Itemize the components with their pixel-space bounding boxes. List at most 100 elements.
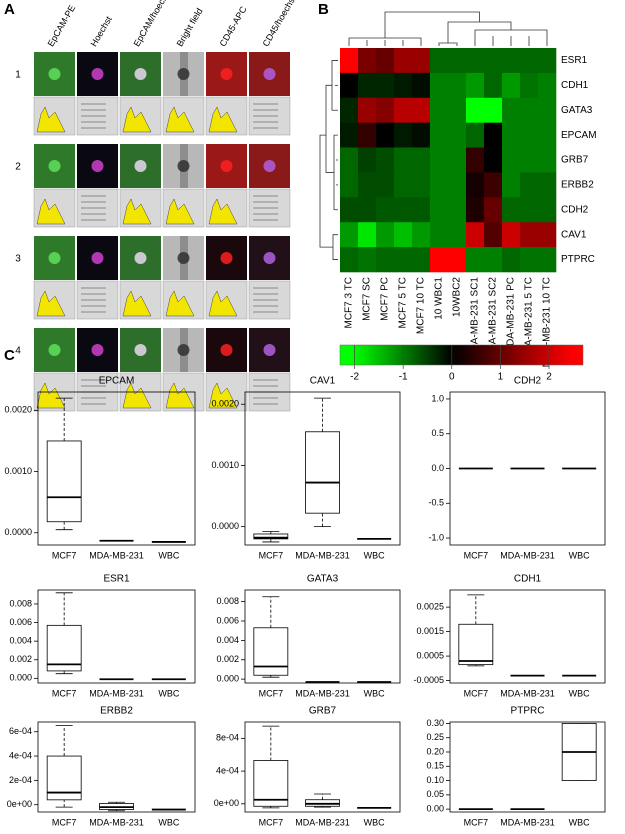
y-tick-label: 6e-04: [9, 726, 32, 736]
box: [253, 760, 289, 807]
heatmap-cell: [502, 48, 521, 74]
histogram: [122, 106, 152, 133]
plot-title: ESR1: [103, 574, 130, 585]
row-label: 1: [15, 70, 21, 81]
heatmap-cell: [430, 122, 449, 148]
heatmap-cell: [502, 122, 521, 148]
x-tick-label: WBC: [364, 817, 385, 827]
row-label: 4: [15, 346, 21, 357]
heatmap-cell: [340, 172, 359, 198]
heatmap-cell: [394, 97, 413, 123]
x-tick-label: MCF7: [464, 688, 489, 698]
heatmap-cell: [376, 197, 395, 223]
column-label: MDA-MB-231 SC2: [488, 277, 499, 360]
y-tick-label: 0.006: [9, 617, 32, 627]
cell: [134, 252, 147, 264]
column-label: EpCAM-PE: [46, 3, 78, 48]
y-tick-label: 0.0005: [416, 650, 444, 660]
y-tick-label: 0.004: [9, 636, 32, 646]
heatmap-cell: [448, 222, 467, 248]
x-tick-label: MCF7: [464, 817, 489, 827]
y-tick-label: 0.0020: [4, 405, 32, 415]
heatmap-cell: [430, 247, 449, 273]
heatmap-cell: [358, 147, 377, 173]
colorbar-tick-label: 2: [546, 372, 552, 383]
cell: [177, 160, 190, 172]
y-tick-label: 0.008: [9, 598, 32, 608]
heatmap-cell: [520, 197, 539, 223]
x-tick-label: MDA-MB-231: [89, 817, 144, 827]
plot-title: GATA3: [307, 574, 339, 585]
colorbar: [339, 344, 584, 366]
heatmap-cell: [448, 247, 467, 273]
heatmap-cell: [448, 97, 467, 123]
row-label: PTPRC: [561, 254, 595, 265]
heatmap-cell: [376, 72, 395, 99]
heatmap-cell: [448, 172, 467, 198]
y-tick-label: 0.0000: [4, 527, 32, 537]
heatmap-cell: [412, 147, 431, 173]
x-tick-label: WBC: [569, 688, 590, 698]
heatmap-cell: [448, 72, 467, 99]
dendrogram: [333, 134, 338, 211]
histogram: [36, 290, 66, 317]
cell: [263, 344, 276, 356]
column-label: MDA-MB-231 SC1: [470, 277, 481, 360]
y-tick-label: 0.20: [426, 746, 444, 756]
y-tick-label: 0.15: [426, 761, 444, 771]
y-tick-label: 0e+00: [7, 799, 32, 809]
heatmap-cell: [358, 122, 377, 148]
heatmap-cell: [520, 48, 539, 74]
heatmap-cell: [484, 72, 503, 99]
y-tick-label: 0.10: [426, 775, 444, 785]
x-tick-label: WBC: [364, 688, 385, 698]
colorbar-tick-label: 0: [449, 372, 455, 383]
plot-frame: [37, 721, 196, 813]
heatmap-cell: [538, 222, 557, 248]
x-tick-label: WBC: [158, 688, 179, 698]
y-tick-label: 0.006: [216, 615, 239, 625]
heatmap-cell: [484, 172, 503, 198]
heatmap-cell: [484, 197, 503, 223]
histogram: [208, 382, 238, 409]
heatmap-cell: [484, 122, 503, 148]
y-tick-label: 0.000: [216, 674, 239, 684]
x-tick-label: WBC: [569, 817, 590, 827]
colorbar-tick-label: -1: [399, 372, 408, 383]
heatmap-cell: [412, 122, 431, 148]
colorbar-tick-label: 1: [498, 372, 504, 383]
column-label: CD45-APC: [218, 4, 249, 48]
cell: [263, 68, 276, 80]
heatmap-cell: [430, 222, 449, 248]
histogram: [36, 198, 66, 225]
heatmap-cell: [466, 222, 485, 248]
y-tick-label: 4e-04: [216, 765, 239, 775]
cell: [134, 160, 147, 172]
y-tick-label: 0.004: [216, 635, 239, 645]
cell: [220, 344, 233, 356]
heatmap-cell: [394, 72, 413, 99]
plot-frame: [244, 721, 401, 813]
heatmap-cell: [340, 72, 359, 99]
heatmap-cell: [502, 147, 521, 173]
heatmap-cell: [520, 222, 539, 248]
heatmap-cell: [502, 247, 521, 273]
heatmap-cell: [448, 122, 467, 148]
column-label: 10 WBC1: [434, 277, 445, 320]
y-tick-label: 0.0010: [4, 466, 32, 476]
heatmap-cell: [358, 48, 377, 74]
y-tick-label: 0.002: [9, 654, 32, 664]
column-label: 10WBC2: [452, 277, 463, 317]
heatmap-cell: [394, 122, 413, 148]
heatmap-cell: [376, 147, 395, 173]
row-label: ERBB2: [561, 180, 594, 191]
heatmap-cell: [484, 97, 503, 123]
y-tick-label: 0.0020: [211, 399, 239, 409]
cell: [91, 344, 104, 356]
cell: [177, 252, 190, 264]
row-label: ESR1: [561, 55, 588, 66]
row-label: EPCAM: [561, 130, 597, 141]
cell: [91, 160, 104, 172]
